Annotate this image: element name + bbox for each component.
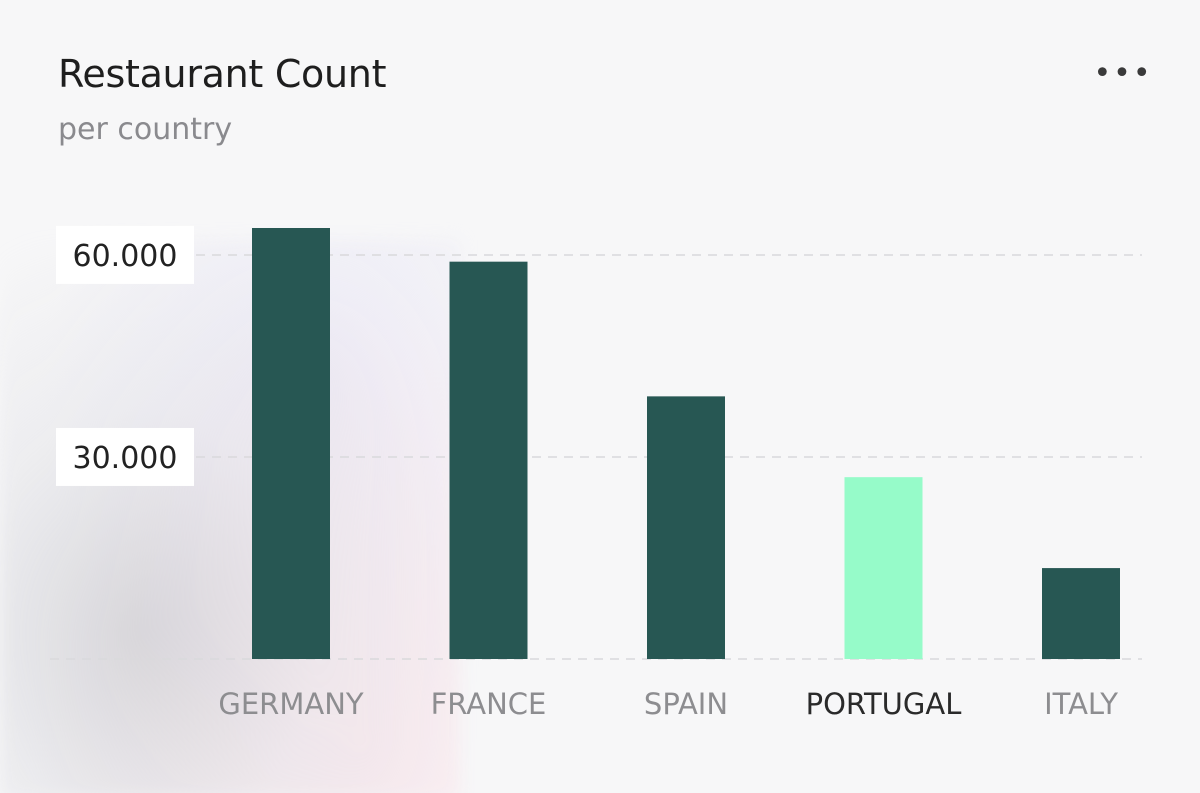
y-tick-background bbox=[56, 225, 194, 284]
gridlines bbox=[50, 254, 1142, 660]
bar-portugal[interactable] bbox=[844, 477, 923, 659]
x-axis-labels: GERMANY FRANCE SPAIN PORTUGAL ITALY bbox=[218, 687, 1118, 721]
y-tick-background bbox=[56, 427, 194, 486]
bar-spain[interactable] bbox=[647, 396, 725, 659]
bars bbox=[252, 228, 1120, 659]
bar-italy[interactable] bbox=[1042, 568, 1120, 659]
more-options-button[interactable]: ••• bbox=[1093, 56, 1153, 92]
x-label-portugal: PORTUGAL bbox=[806, 687, 962, 721]
bar-germany[interactable] bbox=[252, 228, 330, 659]
x-label-france: FRANCE bbox=[431, 687, 547, 721]
x-label-germany: GERMANY bbox=[218, 687, 363, 721]
x-label-spain: SPAIN bbox=[644, 687, 728, 721]
x-label-italy: ITALY bbox=[1044, 687, 1118, 721]
y-tick-label: 60.000 bbox=[73, 239, 178, 274]
chart-subtitle: per country bbox=[58, 112, 233, 147]
more-horizontal-icon: ••• bbox=[1093, 56, 1153, 91]
chart-title: Restaurant Count bbox=[58, 52, 387, 96]
bar-france[interactable] bbox=[449, 261, 528, 659]
y-axis-ticks: 30.000 60.000 bbox=[56, 225, 194, 486]
y-tick-label: 30.000 bbox=[73, 441, 178, 476]
